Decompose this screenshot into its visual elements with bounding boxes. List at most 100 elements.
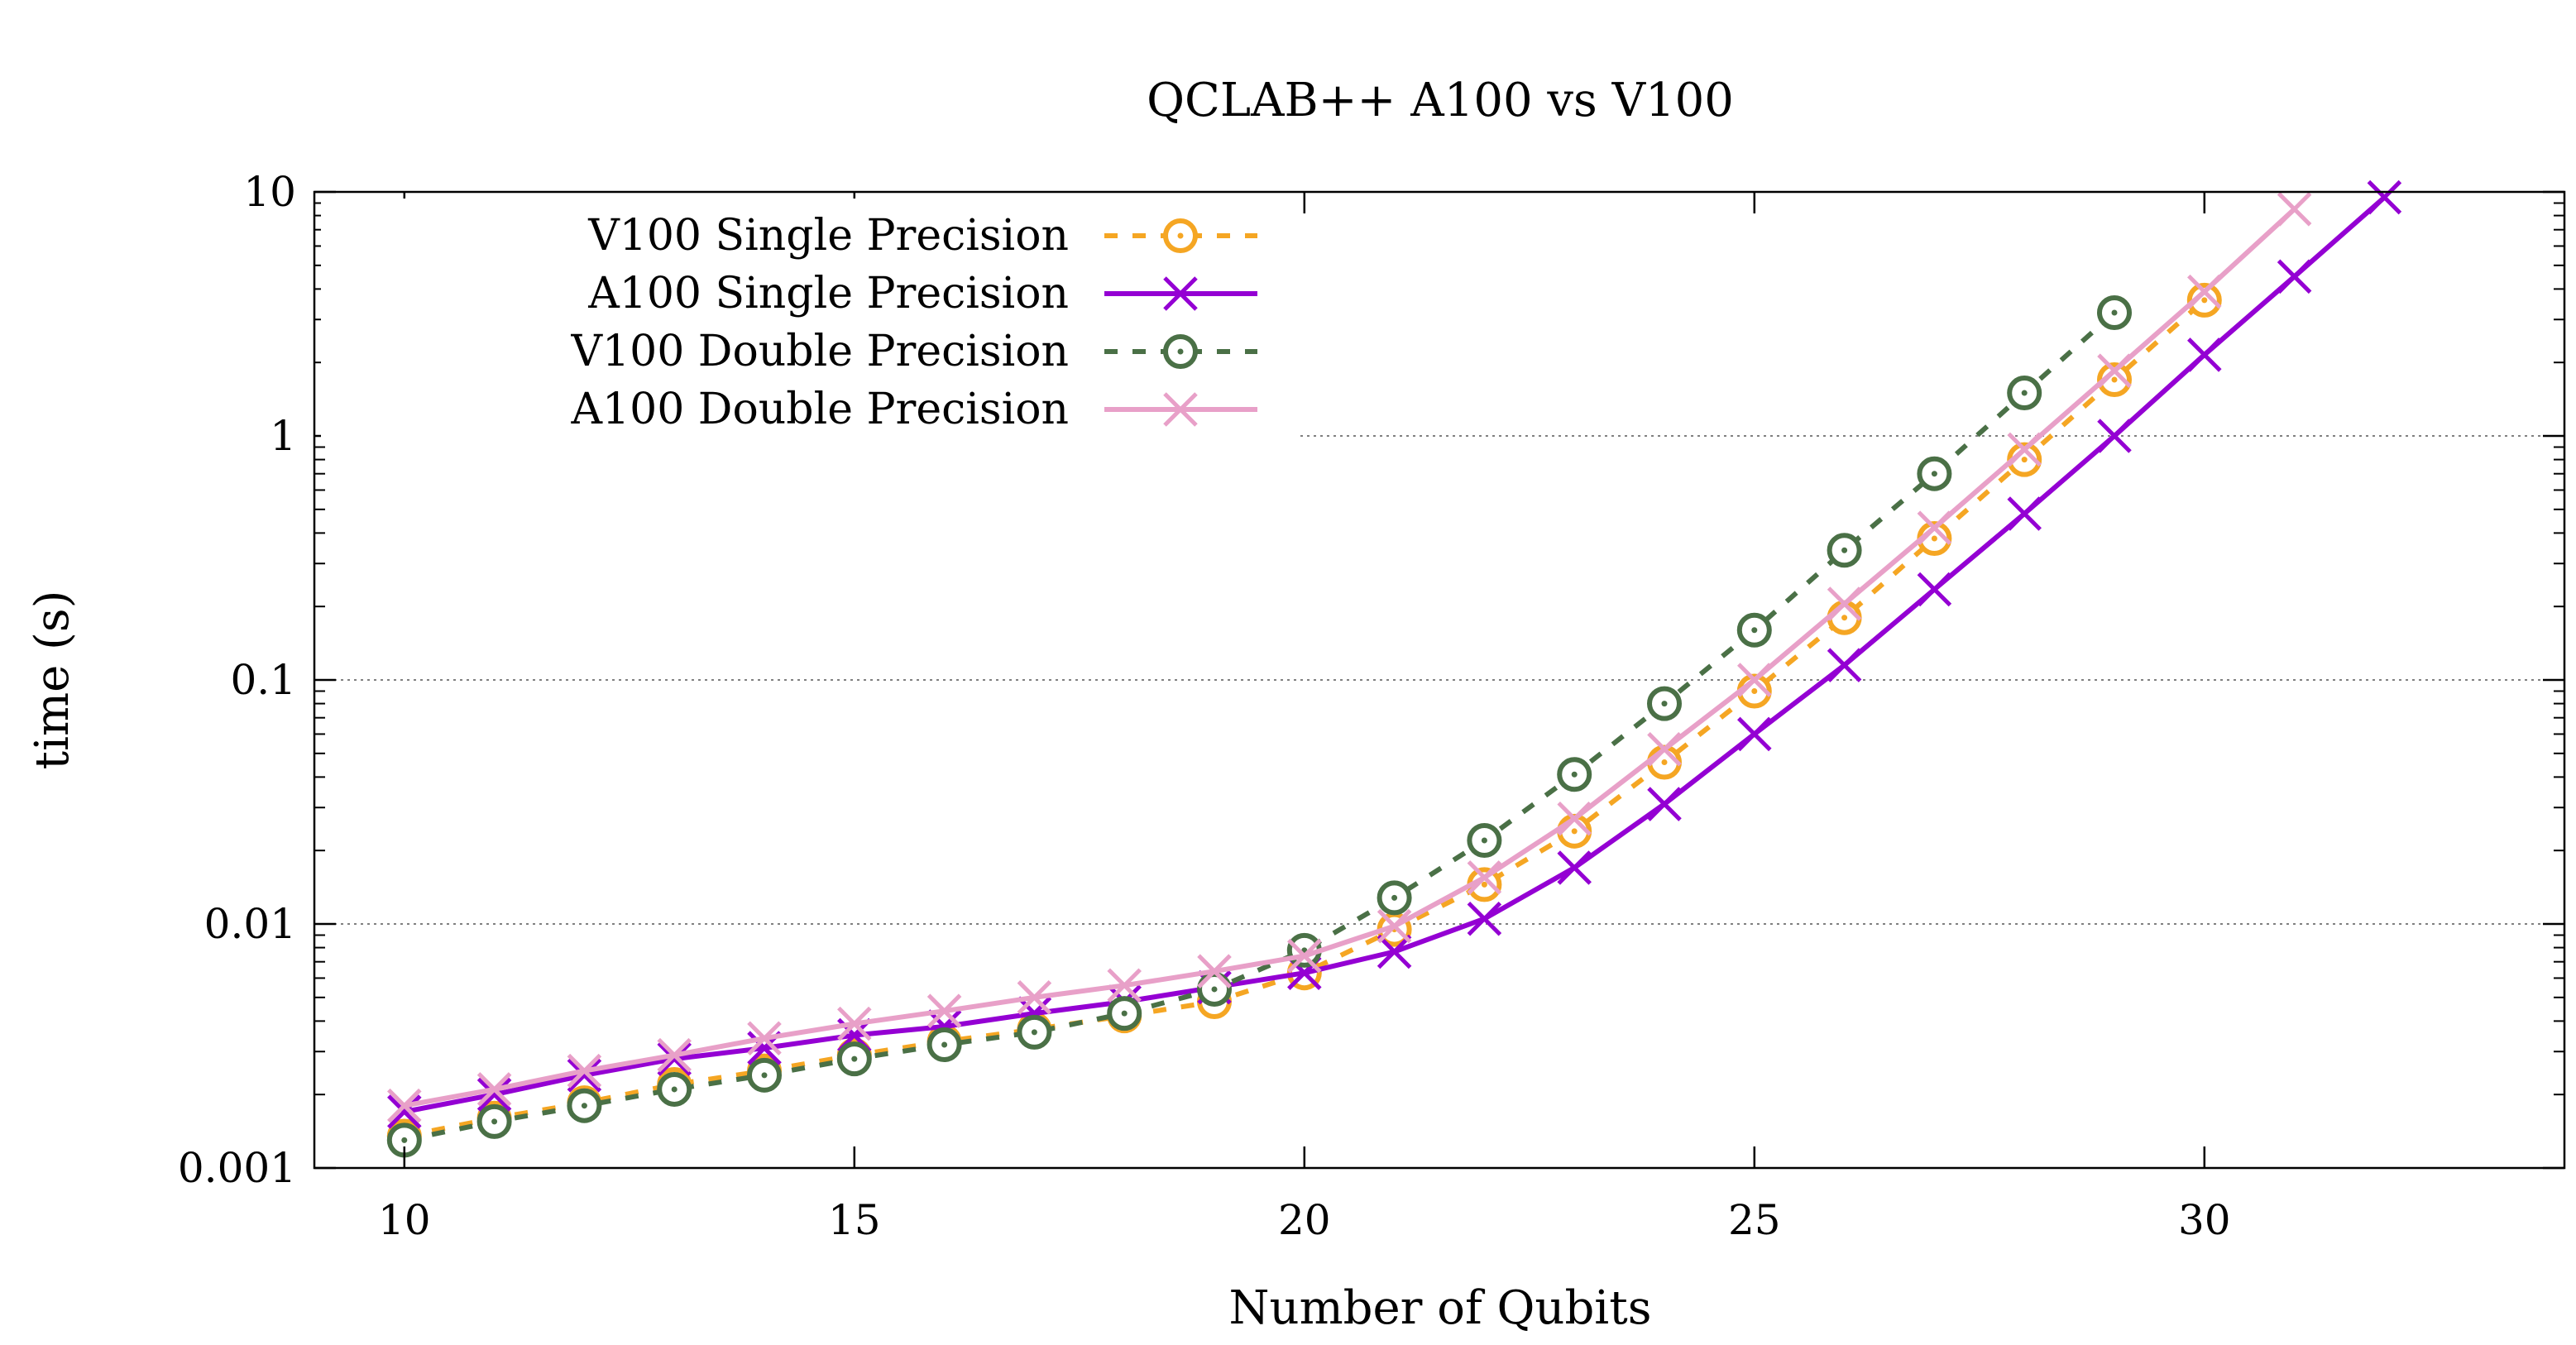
legend-background — [321, 199, 1297, 440]
data-point — [1827, 600, 1862, 635]
data-point — [1197, 971, 1232, 1007]
data-point-dot — [1481, 837, 1487, 844]
data-point — [747, 1021, 782, 1055]
data-point-dot — [1391, 894, 1398, 901]
data-point — [1557, 850, 1592, 885]
data-point-stroke — [1647, 787, 1682, 821]
data-point — [567, 1088, 602, 1123]
data-point — [1467, 822, 1502, 858]
data-point-stroke — [2277, 259, 2312, 294]
data-point-stroke — [2097, 353, 2132, 388]
data-point-stroke — [747, 1021, 782, 1055]
data-point — [2367, 179, 2402, 215]
data-point — [476, 1103, 512, 1139]
data-point — [1737, 663, 1772, 697]
x-tick-label: 20 — [1278, 1196, 1331, 1244]
legend-label: A100 Single Precision — [587, 269, 1069, 318]
data-point-dot — [1121, 1010, 1128, 1017]
data-point-stroke — [1737, 663, 1772, 697]
data-point — [926, 1027, 962, 1062]
data-point-stroke — [837, 1006, 872, 1041]
data-point — [1737, 716, 1772, 752]
data-point — [1557, 801, 1592, 836]
data-point-dot — [2201, 297, 2208, 304]
data-point — [836, 1041, 872, 1077]
data-point — [657, 1037, 692, 1073]
x-tick-label: 25 — [1728, 1196, 1781, 1244]
chart-title: QCLAB++ A100 vs V100 — [1147, 74, 1734, 127]
data-point — [1827, 586, 1862, 621]
data-point — [567, 1058, 602, 1093]
data-point-stroke — [1917, 510, 1952, 545]
data-point-stroke — [567, 1053, 602, 1089]
series-layer — [386, 179, 2402, 1158]
data-point-stroke — [1557, 801, 1592, 836]
data-point-dot — [1841, 615, 1848, 621]
data-point — [2097, 353, 2132, 388]
data-point — [1647, 686, 1682, 721]
data-point — [657, 1041, 692, 1076]
data-point-stroke — [2187, 274, 2222, 309]
data-point — [837, 1006, 872, 1041]
data-point — [1377, 908, 1412, 944]
x-tick-label: 15 — [828, 1196, 881, 1244]
data-point — [1917, 456, 1952, 491]
data-point — [1107, 968, 1142, 1003]
grid-layer — [314, 435, 2564, 925]
x-axis-label: Number of Qubits — [1229, 1281, 1652, 1335]
data-point-stroke — [567, 1058, 602, 1093]
data-point-dot — [1571, 828, 1578, 835]
data-point — [1917, 510, 1952, 545]
legend: V100 Single Precision A100 Single Precisi… — [321, 199, 1297, 440]
data-point-stroke — [1163, 276, 1198, 311]
data-point-dot — [1931, 471, 1937, 477]
data-point-stroke — [1467, 901, 1502, 936]
data-point — [2277, 259, 2312, 294]
legend-label: V100 Double Precision — [570, 327, 1069, 376]
data-point — [1163, 392, 1198, 427]
data-point-dot — [1751, 687, 1758, 694]
legend-label: A100 Double Precision — [570, 385, 1069, 434]
data-point — [1917, 572, 1952, 607]
data-point-dot — [1031, 1029, 1037, 1036]
data-point — [657, 1071, 692, 1107]
data-point-dot — [1931, 535, 1937, 542]
data-point-dot — [2111, 309, 2118, 316]
data-point — [2187, 337, 2222, 372]
data-point-stroke — [926, 993, 962, 1028]
data-point-dot — [1211, 986, 1218, 993]
data-point-dot — [671, 1086, 678, 1093]
data-point — [1467, 901, 1502, 936]
data-point — [2097, 362, 2132, 398]
data-point — [1107, 996, 1142, 1031]
data-point-stroke — [2187, 337, 2222, 372]
data-point-dot — [1751, 627, 1758, 634]
data-point — [1017, 1014, 1052, 1050]
data-point-dot — [851, 1055, 858, 1062]
data-point-stroke — [2007, 496, 2042, 531]
data-point — [2007, 496, 2042, 531]
data-point — [2097, 419, 2132, 453]
data-point-stroke — [2007, 432, 2042, 467]
data-point — [2007, 432, 2042, 467]
data-point — [476, 1077, 512, 1112]
data-point-dot — [491, 1118, 498, 1125]
y-axis-label: time (s) — [26, 591, 79, 770]
data-point — [567, 1053, 602, 1089]
data-point — [1017, 980, 1052, 1015]
series-v100-double-precision — [386, 294, 2132, 1158]
data-point-dot — [761, 1072, 768, 1079]
y-tick-label: 1 — [270, 412, 296, 460]
data-point-dot — [401, 1137, 408, 1143]
data-point-stroke — [476, 1072, 512, 1107]
data-point-stroke — [1377, 908, 1412, 944]
data-point-stroke — [1107, 968, 1142, 1003]
y-tick-label: 0.1 — [230, 656, 296, 704]
data-point — [926, 993, 962, 1028]
data-point-stroke — [1737, 716, 1772, 752]
data-point-stroke — [387, 1088, 422, 1123]
axis-layer: 0.001 0.01 0.1 1 10 10 15 20 25 30 — [178, 168, 2564, 1244]
data-point-dot — [1177, 232, 1184, 239]
data-point-stroke — [1557, 850, 1592, 885]
